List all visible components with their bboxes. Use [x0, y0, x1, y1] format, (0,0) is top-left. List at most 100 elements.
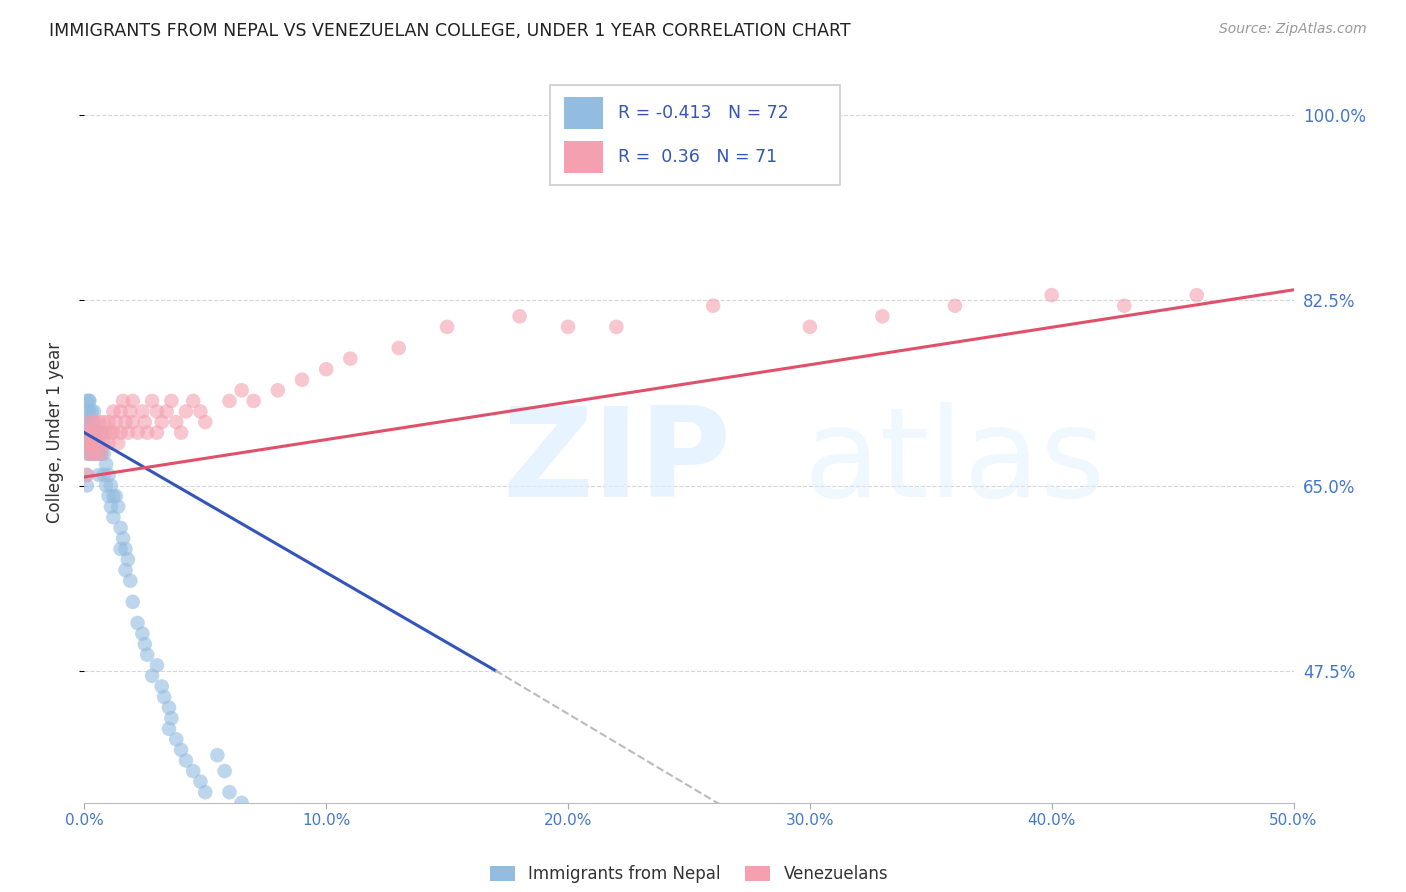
- Point: [76, 467, 98, 482]
- Point: [146, 658, 169, 673]
- Point: [170, 425, 193, 440]
- Legend: Immigrants from Nepal, Venezuelans: Immigrants from Nepal, Venezuelans: [489, 865, 889, 883]
- Point: [127, 425, 149, 440]
- Point: [76, 425, 98, 440]
- Point: [146, 425, 169, 440]
- Point: [97, 415, 120, 429]
- Point: [1185, 288, 1208, 302]
- Point: [90, 425, 112, 440]
- Point: [190, 404, 212, 418]
- Point: [107, 436, 129, 450]
- Point: [131, 404, 153, 418]
- Point: [76, 467, 98, 482]
- Point: [77, 425, 100, 440]
- Point: [174, 754, 197, 768]
- Point: [86, 436, 108, 450]
- Point: [103, 425, 125, 440]
- Point: [83, 415, 105, 429]
- Point: [165, 732, 187, 747]
- Point: [114, 541, 136, 556]
- Point: [146, 404, 169, 418]
- Point: [190, 774, 212, 789]
- Point: [231, 796, 253, 810]
- Point: [83, 436, 105, 450]
- Point: [112, 532, 135, 546]
- Point: [170, 743, 193, 757]
- Point: [83, 404, 105, 418]
- Point: [157, 722, 180, 736]
- Point: [141, 669, 163, 683]
- Point: [134, 415, 156, 429]
- Point: [80, 447, 103, 461]
- Point: [87, 415, 110, 429]
- Point: [77, 393, 100, 408]
- Point: [136, 648, 159, 662]
- Point: [242, 393, 264, 408]
- Point: [1040, 288, 1063, 302]
- Point: [76, 404, 98, 418]
- Point: [315, 362, 337, 376]
- Point: [339, 351, 361, 366]
- Point: [131, 626, 153, 640]
- Point: [388, 341, 411, 355]
- Point: [214, 764, 236, 778]
- Point: [121, 393, 143, 408]
- Point: [121, 595, 143, 609]
- Point: [76, 436, 98, 450]
- Point: [80, 415, 103, 429]
- Point: [194, 785, 217, 799]
- Point: [104, 489, 127, 503]
- Point: [80, 436, 103, 450]
- Point: [93, 415, 115, 429]
- Point: [107, 500, 129, 514]
- Point: [86, 447, 108, 461]
- Point: [207, 748, 229, 763]
- Point: [120, 404, 142, 418]
- Point: [93, 436, 115, 450]
- Point: [153, 690, 176, 704]
- FancyBboxPatch shape: [550, 85, 841, 185]
- Point: [77, 415, 100, 429]
- Point: [605, 319, 627, 334]
- Point: [86, 425, 108, 440]
- Point: [94, 478, 117, 492]
- Point: [103, 489, 125, 503]
- Point: [87, 467, 110, 482]
- Bar: [564, 141, 603, 173]
- Point: [267, 384, 290, 398]
- Point: [80, 447, 103, 461]
- Point: [150, 415, 173, 429]
- Point: [94, 425, 117, 440]
- Point: [136, 425, 159, 440]
- Y-axis label: College, Under 1 year: College, Under 1 year: [45, 342, 63, 524]
- Point: [104, 415, 127, 429]
- Point: [76, 393, 98, 408]
- Point: [157, 700, 180, 714]
- Point: [80, 425, 103, 440]
- Point: [87, 447, 110, 461]
- Point: [194, 415, 217, 429]
- Point: [80, 425, 103, 440]
- Bar: [564, 96, 603, 128]
- Point: [799, 319, 821, 334]
- Point: [112, 393, 135, 408]
- Point: [76, 436, 98, 450]
- Point: [291, 373, 314, 387]
- Point: [77, 415, 100, 429]
- Point: [97, 467, 120, 482]
- Point: [1114, 299, 1136, 313]
- Point: [90, 447, 112, 461]
- Point: [231, 384, 253, 398]
- Text: ZIP: ZIP: [502, 401, 731, 523]
- Point: [127, 615, 149, 630]
- Point: [76, 415, 98, 429]
- Point: [87, 436, 110, 450]
- Point: [103, 404, 125, 418]
- Point: [134, 637, 156, 651]
- Point: [165, 415, 187, 429]
- Point: [218, 785, 240, 799]
- Point: [160, 711, 183, 725]
- Point: [181, 393, 204, 408]
- Point: [97, 436, 120, 450]
- Point: [90, 447, 112, 461]
